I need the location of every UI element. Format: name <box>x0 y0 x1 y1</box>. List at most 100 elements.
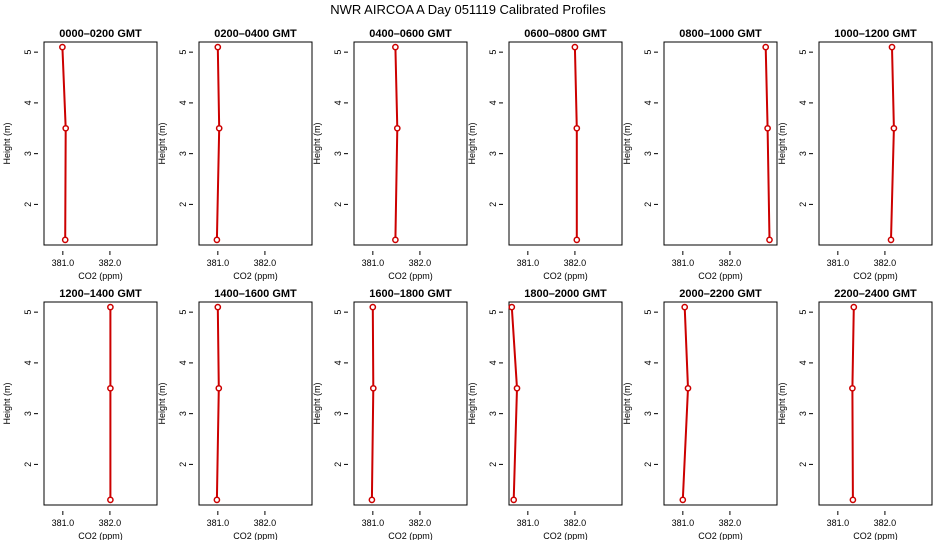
plot-frame <box>198 301 313 506</box>
y-axis-label: Height (m) <box>467 382 477 424</box>
data-point <box>508 303 516 311</box>
y-tick-label: 3 <box>178 411 188 416</box>
panel-title: 1400–1600 GMT <box>214 288 297 300</box>
y-tick-label: 4 <box>178 360 188 365</box>
profile-panel: 0600–0800 GMT 381.0 382.0 CO2 (ppm) 2 3 4 5 Heig… <box>467 28 623 281</box>
data-point <box>510 496 518 504</box>
data-point <box>513 384 521 392</box>
data-point <box>214 303 222 311</box>
panel-title: 0000–0200 GMT <box>59 28 142 40</box>
x-tick-label: 381.0 <box>362 258 385 268</box>
panel-title: 0600–0800 GMT <box>524 28 607 40</box>
panel-title: 1600–1800 GMT <box>369 288 452 300</box>
series-line <box>573 47 578 240</box>
y-tick-label: 2 <box>488 202 498 207</box>
data-point <box>571 43 579 51</box>
x-tick-label: 381.0 <box>52 258 75 268</box>
panel-title: 1000–1200 GMT <box>834 28 917 40</box>
y-tick-label: 5 <box>798 50 808 55</box>
series-line <box>764 47 771 240</box>
data-point <box>766 236 773 244</box>
plot-frame <box>43 301 158 506</box>
x-axis-label: CO2 (ppm) <box>233 531 278 540</box>
x-tick-label: 382.0 <box>719 518 742 528</box>
y-tick-label: 4 <box>798 100 808 105</box>
x-axis-label: CO2 (ppm) <box>78 531 123 540</box>
data-point <box>107 303 114 311</box>
y-axis-label: Height (m) <box>312 382 322 424</box>
y-tick-label: 3 <box>643 151 653 156</box>
y-tick-label: 4 <box>23 100 33 105</box>
data-point <box>681 303 689 311</box>
y-tick-label: 2 <box>23 462 33 467</box>
series-line <box>851 307 855 500</box>
data-point <box>890 124 898 132</box>
series-line <box>370 307 375 500</box>
y-tick-label: 2 <box>488 462 498 467</box>
y-axis-label: Height (m) <box>2 382 12 424</box>
data-point <box>888 43 896 51</box>
y-tick-label: 2 <box>178 462 188 467</box>
data-point <box>573 236 581 244</box>
y-tick-label: 2 <box>23 202 33 207</box>
x-axis-label: CO2 (ppm) <box>698 531 743 540</box>
y-tick-label: 4 <box>643 360 653 365</box>
y-axis-label: Height (m) <box>777 122 787 164</box>
x-tick-label: 381.0 <box>827 518 850 528</box>
y-tick-label: 4 <box>333 360 343 365</box>
plot-frame <box>818 41 933 246</box>
y-tick-label: 3 <box>333 411 343 416</box>
series-line <box>394 47 399 240</box>
data-point <box>61 236 69 244</box>
y-tick-label: 5 <box>798 310 808 315</box>
y-tick-label: 5 <box>23 310 33 315</box>
y-tick-label: 3 <box>23 151 33 156</box>
x-axis-label: CO2 (ppm) <box>853 271 898 281</box>
x-tick-label: 382.0 <box>564 258 587 268</box>
plot-frame <box>353 301 468 506</box>
data-point <box>849 496 857 504</box>
data-point <box>62 124 70 132</box>
x-tick-label: 381.0 <box>517 258 540 268</box>
y-tick-label: 5 <box>488 50 498 55</box>
x-tick-label: 381.0 <box>207 258 230 268</box>
panel-title: 0800–1000 GMT <box>679 28 762 40</box>
x-tick-label: 382.0 <box>99 258 122 268</box>
y-tick-label: 4 <box>178 100 188 105</box>
data-point <box>850 303 858 311</box>
series-line <box>215 307 220 500</box>
panel-title: 1200–1400 GMT <box>59 288 142 300</box>
x-tick-label: 382.0 <box>719 258 742 268</box>
profile-panel: 0200–0400 GMT 381.0 382.0 CO2 (ppm) 2 3 4 5 Heig… <box>157 28 313 281</box>
data-point <box>59 43 66 51</box>
y-tick-label: 2 <box>333 202 343 207</box>
y-tick-label: 4 <box>23 360 33 365</box>
y-tick-label: 4 <box>488 360 498 365</box>
x-axis-label: CO2 (ppm) <box>698 271 743 281</box>
y-tick-label: 5 <box>488 310 498 315</box>
data-point <box>214 43 222 51</box>
y-tick-label: 4 <box>798 360 808 365</box>
profile-panel: 0000–0200 GMT 381.0 382.0 CO2 (ppm) 2 3 4 5 Heig… <box>2 28 158 281</box>
x-tick-label: 381.0 <box>52 518 75 528</box>
x-tick-label: 382.0 <box>254 518 277 528</box>
profile-panel: 0400–0600 GMT 381.0 382.0 CO2 (ppm) 2 3 4 5 Heig… <box>312 28 468 281</box>
x-axis-label: CO2 (ppm) <box>543 271 588 281</box>
y-axis-label: Height (m) <box>312 122 322 164</box>
data-point <box>573 124 581 132</box>
y-tick-label: 3 <box>488 151 498 156</box>
data-point <box>762 43 770 51</box>
y-tick-label: 5 <box>178 310 188 315</box>
y-axis-label: Height (m) <box>2 122 12 164</box>
x-tick-label: 381.0 <box>362 518 385 528</box>
x-tick-label: 382.0 <box>409 258 432 268</box>
y-tick-label: 5 <box>333 50 343 55</box>
data-point <box>679 496 687 504</box>
x-tick-label: 381.0 <box>827 258 850 268</box>
panel-title: 0400–0600 GMT <box>369 28 452 40</box>
x-axis-label: CO2 (ppm) <box>388 531 433 540</box>
x-axis-label: CO2 (ppm) <box>78 271 123 281</box>
series-line <box>890 47 895 240</box>
x-axis-label: CO2 (ppm) <box>388 271 433 281</box>
